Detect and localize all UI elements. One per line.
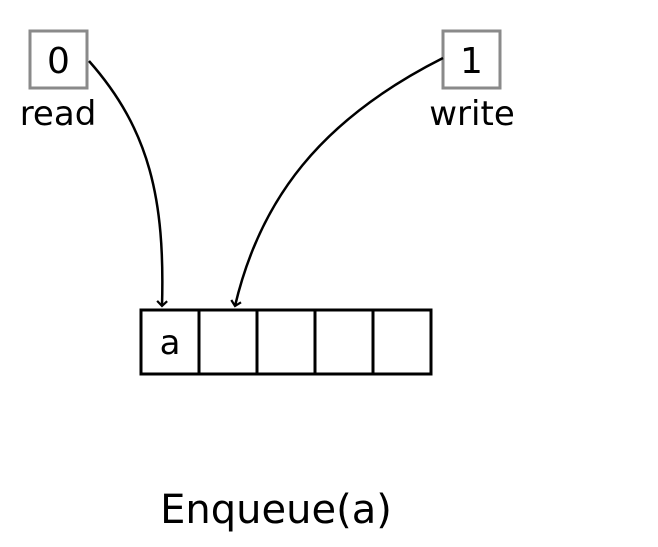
buffer-cell-value: a — [160, 323, 181, 363]
buffer-cell — [371, 308, 433, 376]
read-pointer-label: read — [20, 94, 97, 134]
buffer-cell-box — [313, 308, 375, 376]
read-pointer-value: 0 — [47, 41, 70, 82]
read-pointer-arrow — [88, 60, 168, 308]
write-pointer-label: write — [429, 94, 514, 134]
write-pointer-arrow — [230, 56, 444, 308]
read-pointer-box — [28, 29, 89, 90]
buffer-cell-box — [371, 308, 433, 376]
buffer-cell — [255, 308, 317, 376]
read-pointer: 0 read — [20, 29, 97, 134]
buffer-cell-box — [197, 308, 259, 376]
write-pointer-value: 1 — [460, 41, 483, 82]
buffer-cell-box — [255, 308, 317, 376]
buffer-cell — [313, 308, 375, 376]
buffer-cell: a — [139, 308, 201, 376]
buffer-array: a — [139, 308, 433, 376]
buffer-cell-box — [139, 308, 201, 376]
operation-caption: Enqueue(a) — [160, 487, 392, 533]
buffer-cell — [197, 308, 259, 376]
write-pointer: 1 write — [429, 29, 515, 134]
write-pointer-box — [441, 29, 502, 90]
